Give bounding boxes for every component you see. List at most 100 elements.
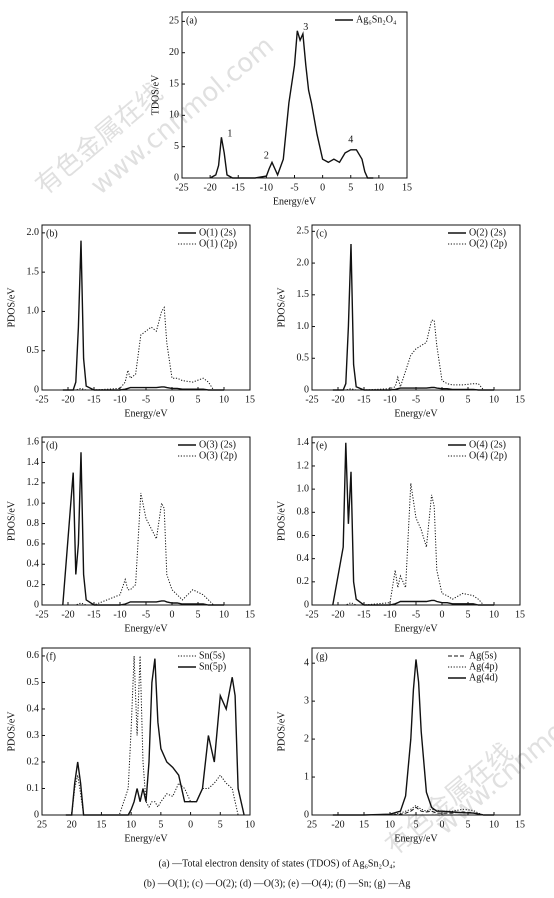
y-tick-label: 25 — [169, 16, 179, 27]
y-tick-label: 0.6 — [27, 650, 40, 661]
y-tick-label: 0.4 — [27, 559, 40, 570]
x-tick-label: -25 — [305, 609, 318, 620]
x-tick-label: 15 — [245, 609, 255, 620]
x-axis-label: Energy/eV — [394, 833, 438, 844]
x-tick-label: 0 — [188, 819, 193, 830]
x-tick-label: 10 — [374, 182, 384, 193]
legend-label: Ag(5s) — [469, 650, 497, 661]
x-axis-label: Energy/eV — [394, 408, 438, 419]
x-tick-label: -5 — [412, 609, 420, 620]
x-tick-label: -5 — [290, 182, 298, 193]
x-tick-label: 0 — [440, 609, 445, 620]
y-tick-label: 0.6 — [297, 530, 310, 541]
y-axis-label: PDOS/eV — [6, 287, 17, 328]
y-tick-label: 1.0 — [297, 483, 310, 494]
x-tick-label: 10 — [245, 819, 255, 830]
y-tick-label: 1.2 — [27, 477, 40, 488]
x-tick-label: 15 — [402, 182, 412, 193]
panel-label: (a) — [186, 15, 197, 26]
x-tick-label: 5 — [466, 819, 471, 830]
x-tick-label: 15 — [359, 819, 369, 830]
legend-label: Sn(5p) — [199, 661, 226, 672]
x-tick-label: 15 — [96, 819, 106, 830]
series-line — [332, 243, 494, 391]
x-tick-label: -5 — [412, 394, 420, 405]
x-axis-label: Energy/eV — [124, 833, 168, 844]
y-tick-label: 0.6 — [27, 538, 40, 549]
series-line — [332, 483, 494, 606]
y-tick-label: 0 — [304, 809, 309, 820]
panel: -25 -20 -15 -10 -5 0 5 10 15 0 0.2 0.4 0.6 0.8 1.0 1.2 1… — [6, 436, 255, 634]
y-tick-label: 0.2 — [297, 576, 310, 587]
y-tick-label: 10 — [169, 110, 179, 121]
legend-label: O(4) (2p) — [469, 450, 507, 461]
legend-label: O(4) (2s) — [469, 439, 506, 450]
y-tick-label: 1.4 — [27, 457, 40, 468]
y-tick-label: 0.1 — [27, 783, 40, 794]
series-line — [332, 804, 494, 816]
x-tick-label: 5 — [466, 394, 471, 405]
x-tick-label: -20 — [61, 394, 74, 405]
panel: 25 20 15 10 5 0 5 10 0 0.1 0.2 0.3 0.4 0.5 0.6 Energy/e… — [6, 647, 255, 844]
annotation: 2 — [264, 150, 269, 161]
panel: -25 -20 -15 -10 -5 0 5 10 15 0 0.5 1.0 1.5 2.0 Energy/… — [6, 224, 255, 419]
x-tick-label: -15 — [87, 394, 100, 405]
series-line — [62, 306, 224, 391]
legend-label: Ag₆Sn₂O₄ — [356, 14, 397, 25]
series-line — [332, 806, 494, 816]
panel-label: (g) — [316, 651, 328, 662]
legend-label: O(3) (2p) — [199, 450, 237, 461]
y-axis-label: PDOS/eV — [6, 711, 17, 752]
x-axis-label: Energy/eV — [273, 196, 317, 207]
x-tick-label: -20 — [331, 394, 344, 405]
y-tick-label: 15 — [169, 78, 179, 89]
y-tick-label: 1.5 — [297, 289, 310, 300]
y-axis-label: TDOS/eV — [150, 74, 161, 115]
x-tick-label: -25 — [175, 182, 188, 193]
x-tick-label: 15 — [515, 394, 525, 405]
x-tick-label: 10 — [126, 819, 136, 830]
x-tick-label: 10 — [489, 394, 499, 405]
x-tick-label: -10 — [260, 182, 273, 193]
caption: (a) —Total electron density of states (T… — [159, 858, 396, 869]
y-tick-label: 4 — [304, 657, 309, 668]
panel: -25 -20 -15 -10 -5 0 5 10 15 0 0.2 0.4 0.6 0.8 1.0 1.2 1… — [276, 436, 525, 634]
x-tick-label: 25 — [37, 819, 47, 830]
y-tick-label: 5 — [174, 141, 179, 152]
x-tick-label: 0 — [440, 394, 445, 405]
x-tick-label: -20 — [61, 609, 74, 620]
y-tick-label: 0 — [34, 599, 39, 610]
y-tick-label: 20 — [169, 47, 179, 58]
x-axis-label: Energy/eV — [124, 623, 168, 634]
x-tick-label: 5 — [196, 394, 201, 405]
y-tick-label: 1.6 — [27, 436, 40, 447]
plot-frame — [311, 224, 521, 391]
x-tick-label: 15 — [515, 609, 525, 620]
x-tick-label: 10 — [489, 819, 499, 830]
series-line — [332, 659, 494, 816]
x-tick-label: 15 — [245, 394, 255, 405]
legend-label: O(1) (2s) — [199, 227, 236, 238]
y-tick-label: 0.5 — [27, 345, 40, 356]
x-tick-label: 10 — [489, 609, 499, 620]
y-tick-label: 2.0 — [27, 227, 40, 238]
panel: -25 -20 -15 -10 -5 0 5 10 15 0 0.5 1.0 1.5 2.0 2.5 Ener… — [276, 224, 525, 419]
y-tick-label: 1.0 — [27, 306, 40, 317]
y-tick-label: 1.0 — [27, 497, 40, 508]
series-line — [62, 452, 224, 606]
panel-label: (e) — [316, 440, 327, 451]
panel-label: (b) — [46, 228, 58, 239]
x-tick-label: -10 — [383, 609, 396, 620]
x-tick-label: 0 — [170, 609, 175, 620]
x-tick-label: -15 — [232, 182, 245, 193]
x-tick-label: -10 — [383, 394, 396, 405]
x-axis-label: Energy/eV — [394, 623, 438, 634]
legend-label: O(1) (2p) — [199, 238, 237, 249]
x-tick-label: -10 — [113, 609, 126, 620]
y-tick-label: 3 — [304, 695, 309, 706]
y-axis-label: PDOS/eV — [276, 711, 287, 752]
x-tick-label: 10 — [219, 609, 229, 620]
panel: 25 -20 15 10 5 0 5 10 15 0 1 2 3 4 Energy/eV PDOS/eV (g)… — [276, 647, 525, 844]
y-tick-label: 0.8 — [297, 507, 310, 518]
